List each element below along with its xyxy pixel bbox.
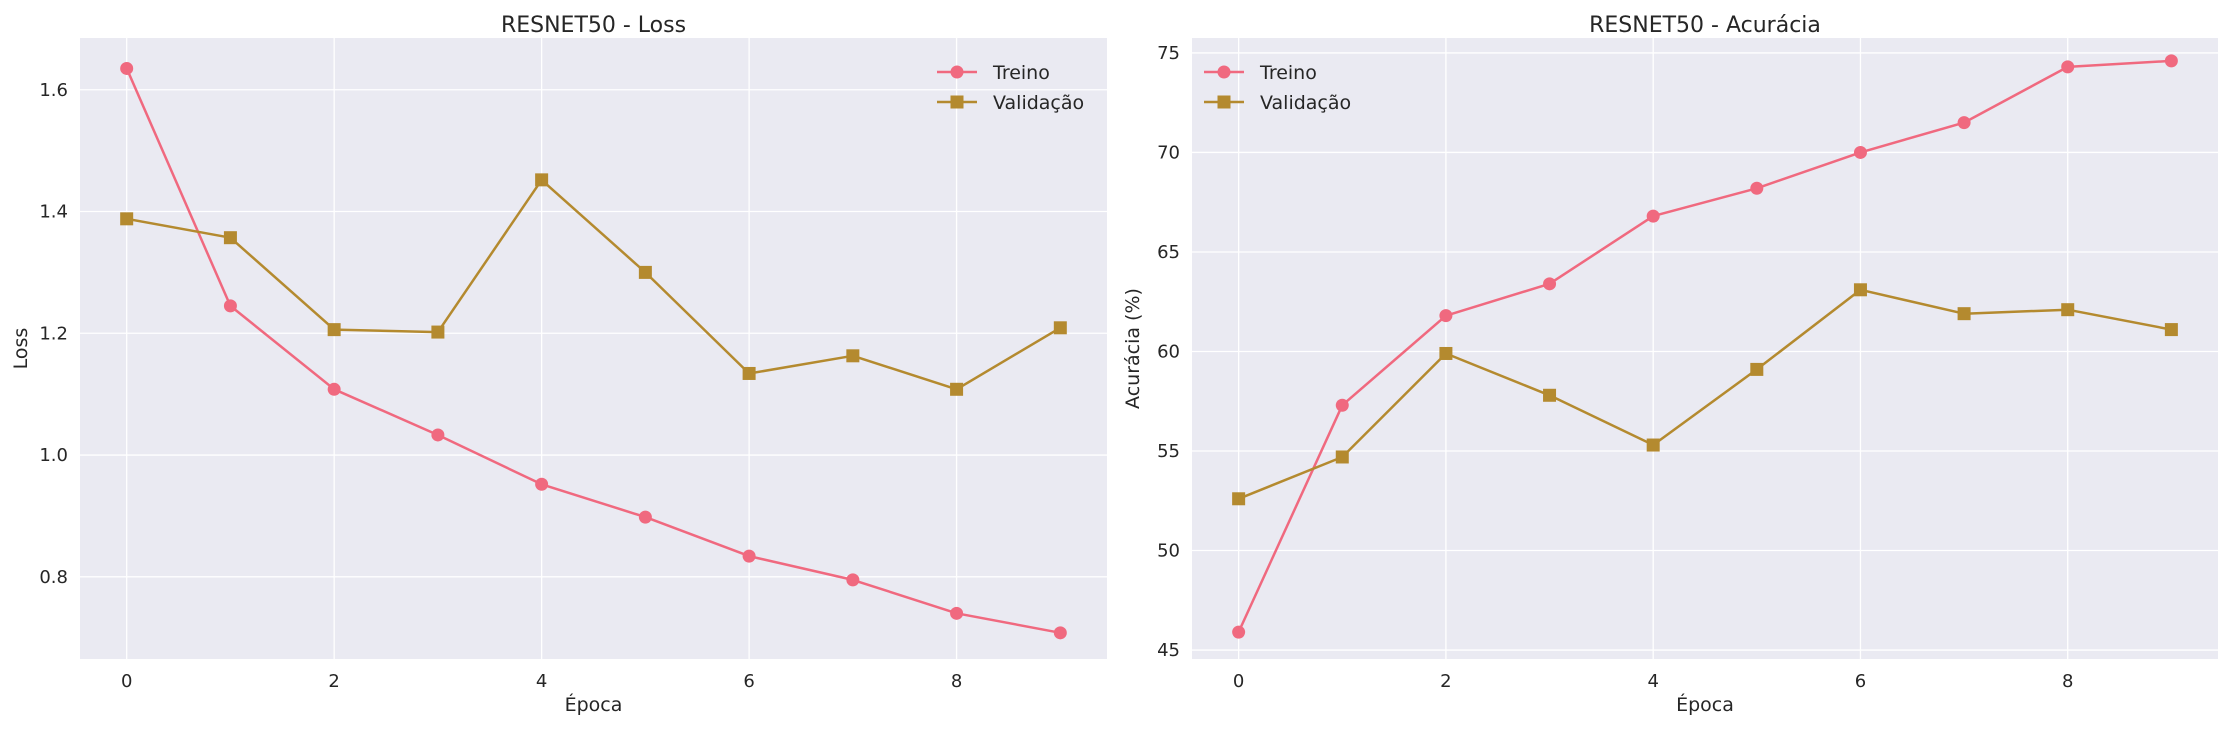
data-point-validacao: [1335, 450, 1349, 464]
data-point-treino: [1335, 398, 1349, 412]
data-point-treino: [2164, 54, 2178, 68]
data-point-treino: [2061, 60, 2075, 74]
y-tick-label: 65: [1157, 242, 1180, 263]
data-point-treino: [1232, 625, 1246, 639]
y-axis-label: Acurácia (%): [1122, 288, 1144, 409]
legend-marker: [1217, 95, 1231, 109]
series-line-treino: [1237, 59, 2172, 633]
x-axis-label: Época: [1676, 693, 1734, 716]
data-point-treino: [1957, 116, 1971, 130]
data-point-validacao: [327, 323, 341, 337]
data-point-validacao: [120, 212, 134, 226]
data-point-treino: [1646, 209, 1660, 223]
series-line-validacao: [126, 178, 1061, 391]
data-point-treino: [742, 549, 756, 563]
y-tick-label: 50: [1157, 541, 1180, 562]
legend-label: Validação: [1260, 92, 1351, 114]
y-tick-label: 1.4: [39, 202, 68, 223]
plot-area: [1192, 38, 2218, 659]
legend: Treino Validação: [937, 62, 1084, 114]
x-tick-label: 8: [951, 671, 962, 692]
chart-panel-1: 0 2 4 6 8 0.8 1.0 1.2 1.4 1.6 RESNET50 - Loss Época…: [10, 13, 1107, 716]
data-point-validacao: [1439, 346, 1453, 360]
x-tick-label: 0: [121, 671, 132, 692]
data-point-validacao: [535, 173, 549, 187]
data-point-validacao: [1053, 321, 1067, 335]
data-point-validacao: [846, 349, 860, 363]
legend-label: Treino: [992, 62, 1050, 84]
y-axis-label: Loss: [10, 328, 32, 370]
data-point-treino: [1543, 277, 1557, 291]
y-tick-label: 0.8: [39, 567, 68, 588]
data-point-validacao: [1957, 307, 1971, 321]
y-tick-label: 1.2: [39, 323, 68, 344]
data-point-validacao: [223, 231, 237, 245]
data-point-treino: [950, 606, 964, 620]
data-point-validacao: [431, 325, 445, 339]
data-point-treino: [1853, 145, 1867, 159]
data-point-treino: [846, 573, 860, 587]
series-line-validacao: [1238, 288, 2172, 500]
x-tick-label: 8: [2062, 671, 2073, 692]
x-tick-label: 2: [328, 671, 339, 692]
x-axis-label: Época: [565, 693, 623, 716]
series-line-treino: [125, 67, 1061, 635]
data-point-treino: [327, 382, 341, 396]
data-point-validacao: [1543, 388, 1557, 402]
data-point-validacao: [742, 366, 756, 380]
data-point-treino: [431, 428, 445, 442]
y-tick-label: 1.6: [39, 80, 68, 101]
y-tick-label: 1.0: [39, 445, 68, 466]
data-point-treino: [1439, 309, 1453, 323]
y-tick-label: 70: [1157, 142, 1180, 163]
legend-label: Validação: [993, 92, 1084, 114]
y-tick-label: 60: [1157, 341, 1180, 362]
data-point-validacao: [1750, 362, 1764, 376]
y-tick-label: 75: [1157, 43, 1180, 64]
data-point-validacao: [2061, 303, 2075, 317]
x-tick-label: 4: [1647, 671, 1658, 692]
legend-marker: [1217, 65, 1231, 79]
x-tick-label: 6: [1855, 671, 1866, 692]
chart-title: RESNET50 - Acurácia: [1589, 13, 1821, 38]
data-point-validacao: [2164, 323, 2178, 337]
data-point-treino: [120, 61, 134, 75]
legend-marker: [950, 95, 964, 109]
data-point-validacao: [1646, 438, 1660, 452]
data-point-validacao: [1232, 492, 1246, 506]
plot-area: [80, 38, 1107, 659]
chart-title: RESNET50 - Loss: [501, 13, 686, 38]
legend: Treino Validação: [1204, 62, 1351, 114]
legend-marker: [950, 65, 964, 79]
data-point-treino: [535, 477, 549, 491]
data-point-treino: [223, 299, 237, 313]
legend-label: Treino: [1259, 62, 1317, 84]
data-point-treino: [1053, 626, 1067, 640]
y-tick-label: 45: [1157, 640, 1180, 661]
x-tick-label: 4: [536, 671, 547, 692]
data-point-validacao: [1853, 283, 1867, 297]
y-tick-label: 55: [1157, 441, 1180, 462]
data-point-treino: [1750, 181, 1764, 195]
x-tick-label: 2: [1440, 671, 1451, 692]
x-tick-label: 6: [743, 671, 754, 692]
x-tick-label: 0: [1233, 671, 1244, 692]
data-point-treino: [638, 510, 652, 524]
data-point-validacao: [950, 382, 964, 396]
chart-panel-2: 0 2 4 6 8 45 50 55 60 65 70 75 RESNET50 - Acurácia Ép…: [1122, 13, 2218, 716]
data-point-validacao: [638, 265, 652, 279]
